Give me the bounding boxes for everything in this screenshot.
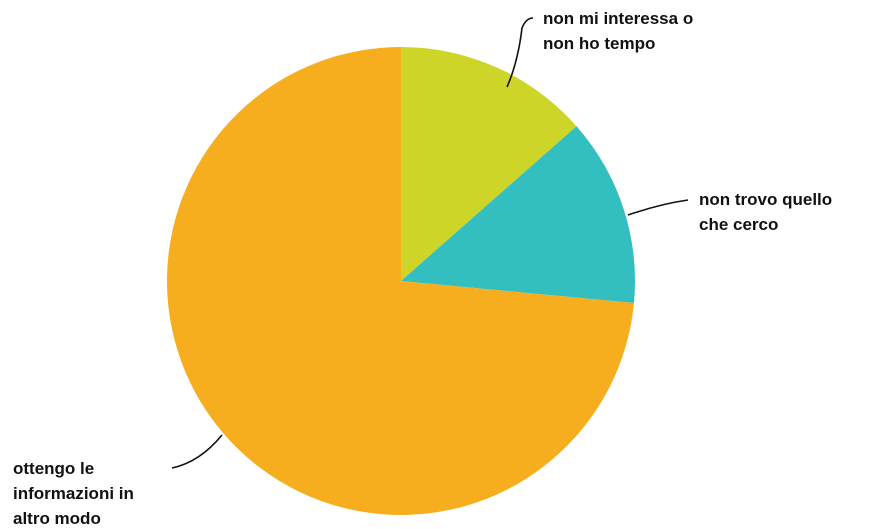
pie-slice-2 — [401, 126, 635, 304]
slice-label-line: altro modo — [13, 509, 101, 528]
slice-label-line: ottengo le — [13, 459, 94, 478]
slice-label-1: non mi interessa o non ho tempo — [543, 9, 693, 53]
slice-labels: non mi interessa o non ho tempo non trovo … — [13, 9, 832, 528]
slice-label-line: che cerco — [699, 215, 778, 234]
leader-line-1 — [506, 17, 534, 88]
slice-label-line: non trovo quello — [699, 190, 832, 209]
leader-line-2 — [627, 199, 689, 216]
pie-slice-3 — [166, 47, 634, 515]
slice-label-line: non mi interessa o — [543, 9, 693, 28]
slice-label-line: informazioni in — [13, 484, 134, 503]
pie-slice-1 — [401, 47, 577, 281]
slice-label-3: ottengo le informazioni in altro modo — [13, 459, 134, 528]
leader-line-3 — [171, 434, 223, 469]
slice-label-line: non ho tempo — [543, 34, 655, 53]
leader-lines — [171, 17, 689, 469]
slice-label-2: non trovo quello che cerco — [699, 190, 832, 234]
pie-slices — [166, 47, 635, 515]
